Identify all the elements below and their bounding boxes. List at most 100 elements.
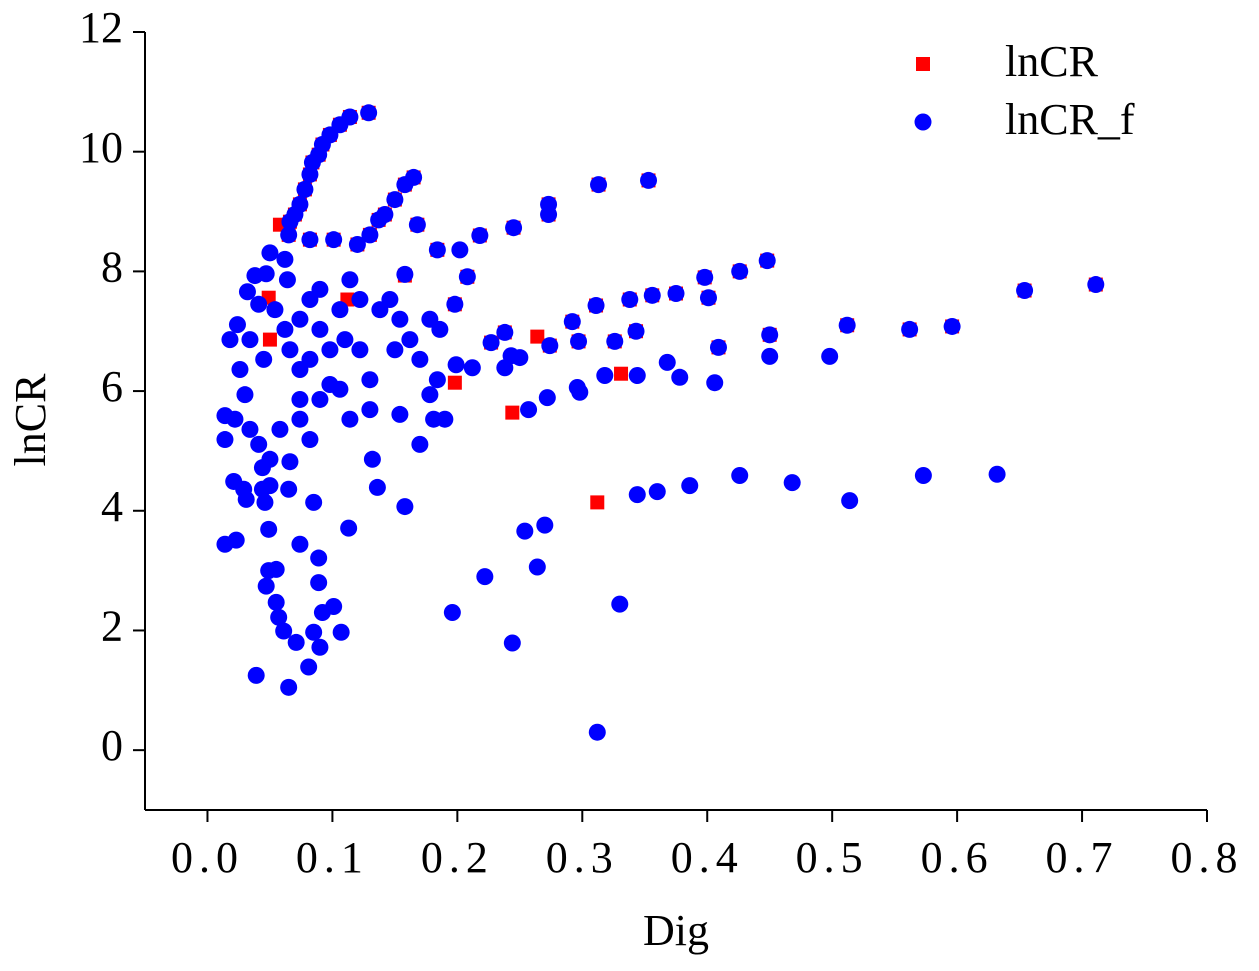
point (428, 371, 446, 389)
point (305, 493, 323, 511)
x-tick-label: 0.4 (671, 833, 744, 882)
point (305, 623, 323, 641)
point (401, 331, 419, 349)
x-tick-label: 0.7 (1046, 833, 1119, 882)
point (396, 498, 414, 516)
point (505, 405, 520, 420)
point (361, 401, 379, 419)
point (520, 401, 538, 419)
point (226, 410, 244, 428)
point (267, 593, 285, 611)
point (332, 623, 350, 641)
point (271, 420, 289, 438)
point (731, 262, 749, 280)
point (761, 326, 779, 344)
y-tick-label: 2 (101, 602, 123, 651)
point (408, 216, 426, 234)
point (228, 316, 246, 334)
point (336, 331, 354, 349)
point (275, 622, 293, 640)
y-tick-label: 10 (79, 123, 123, 172)
legend-label: lnCR_f (1005, 95, 1135, 144)
point (261, 477, 279, 495)
point (628, 367, 646, 385)
x-tick-label: 0.1 (296, 833, 369, 882)
point (235, 480, 253, 498)
point (300, 658, 318, 676)
point (291, 390, 309, 408)
point (301, 231, 319, 249)
point (340, 519, 358, 537)
point (281, 341, 299, 359)
point (428, 241, 446, 259)
point (310, 549, 328, 567)
point (287, 633, 305, 651)
point (256, 493, 274, 511)
point (667, 285, 685, 303)
point (838, 316, 856, 334)
point (247, 666, 265, 684)
point (341, 271, 359, 289)
point (301, 431, 319, 449)
legend-label: lnCR (1005, 37, 1099, 86)
point (841, 492, 859, 510)
point (361, 226, 379, 244)
point (783, 474, 801, 492)
point (943, 317, 961, 335)
point (540, 206, 558, 224)
point (280, 226, 298, 244)
point (331, 301, 349, 319)
point (648, 483, 666, 501)
point (643, 286, 661, 304)
point (436, 410, 454, 428)
point (590, 495, 605, 510)
point (516, 522, 534, 540)
point (588, 723, 606, 741)
point (587, 296, 605, 314)
point (536, 516, 554, 534)
point (255, 350, 273, 368)
point (301, 350, 319, 368)
point (261, 244, 279, 262)
point (706, 374, 724, 392)
point (310, 574, 328, 592)
point (276, 250, 294, 268)
point (463, 359, 481, 377)
point (451, 241, 469, 259)
point (351, 291, 369, 309)
point (640, 171, 658, 189)
point (311, 280, 329, 298)
point (391, 405, 409, 423)
point (611, 595, 629, 613)
point (563, 313, 581, 331)
x-tick-label: 0.3 (546, 833, 619, 882)
point (216, 431, 234, 449)
point (446, 295, 464, 313)
point (530, 329, 545, 344)
point (914, 466, 932, 484)
point (596, 367, 614, 385)
point (538, 389, 556, 407)
legend-marker (916, 57, 930, 71)
point (731, 466, 749, 484)
y-tick-label: 0 (101, 721, 123, 770)
point (821, 347, 839, 365)
point (348, 235, 366, 253)
point (386, 191, 404, 209)
x-tick-label: 0.8 (1171, 833, 1244, 882)
point (291, 310, 309, 328)
point (681, 477, 699, 495)
point (1016, 282, 1034, 300)
point (658, 353, 676, 371)
y-axis-title: lnCR (6, 373, 55, 467)
point (291, 535, 309, 553)
y-tick-label: 8 (101, 242, 123, 291)
point (761, 347, 779, 365)
point (988, 465, 1006, 483)
point (260, 520, 278, 538)
point (503, 634, 521, 652)
point (368, 478, 386, 496)
point (276, 320, 294, 338)
point (411, 435, 429, 453)
point (250, 295, 268, 313)
